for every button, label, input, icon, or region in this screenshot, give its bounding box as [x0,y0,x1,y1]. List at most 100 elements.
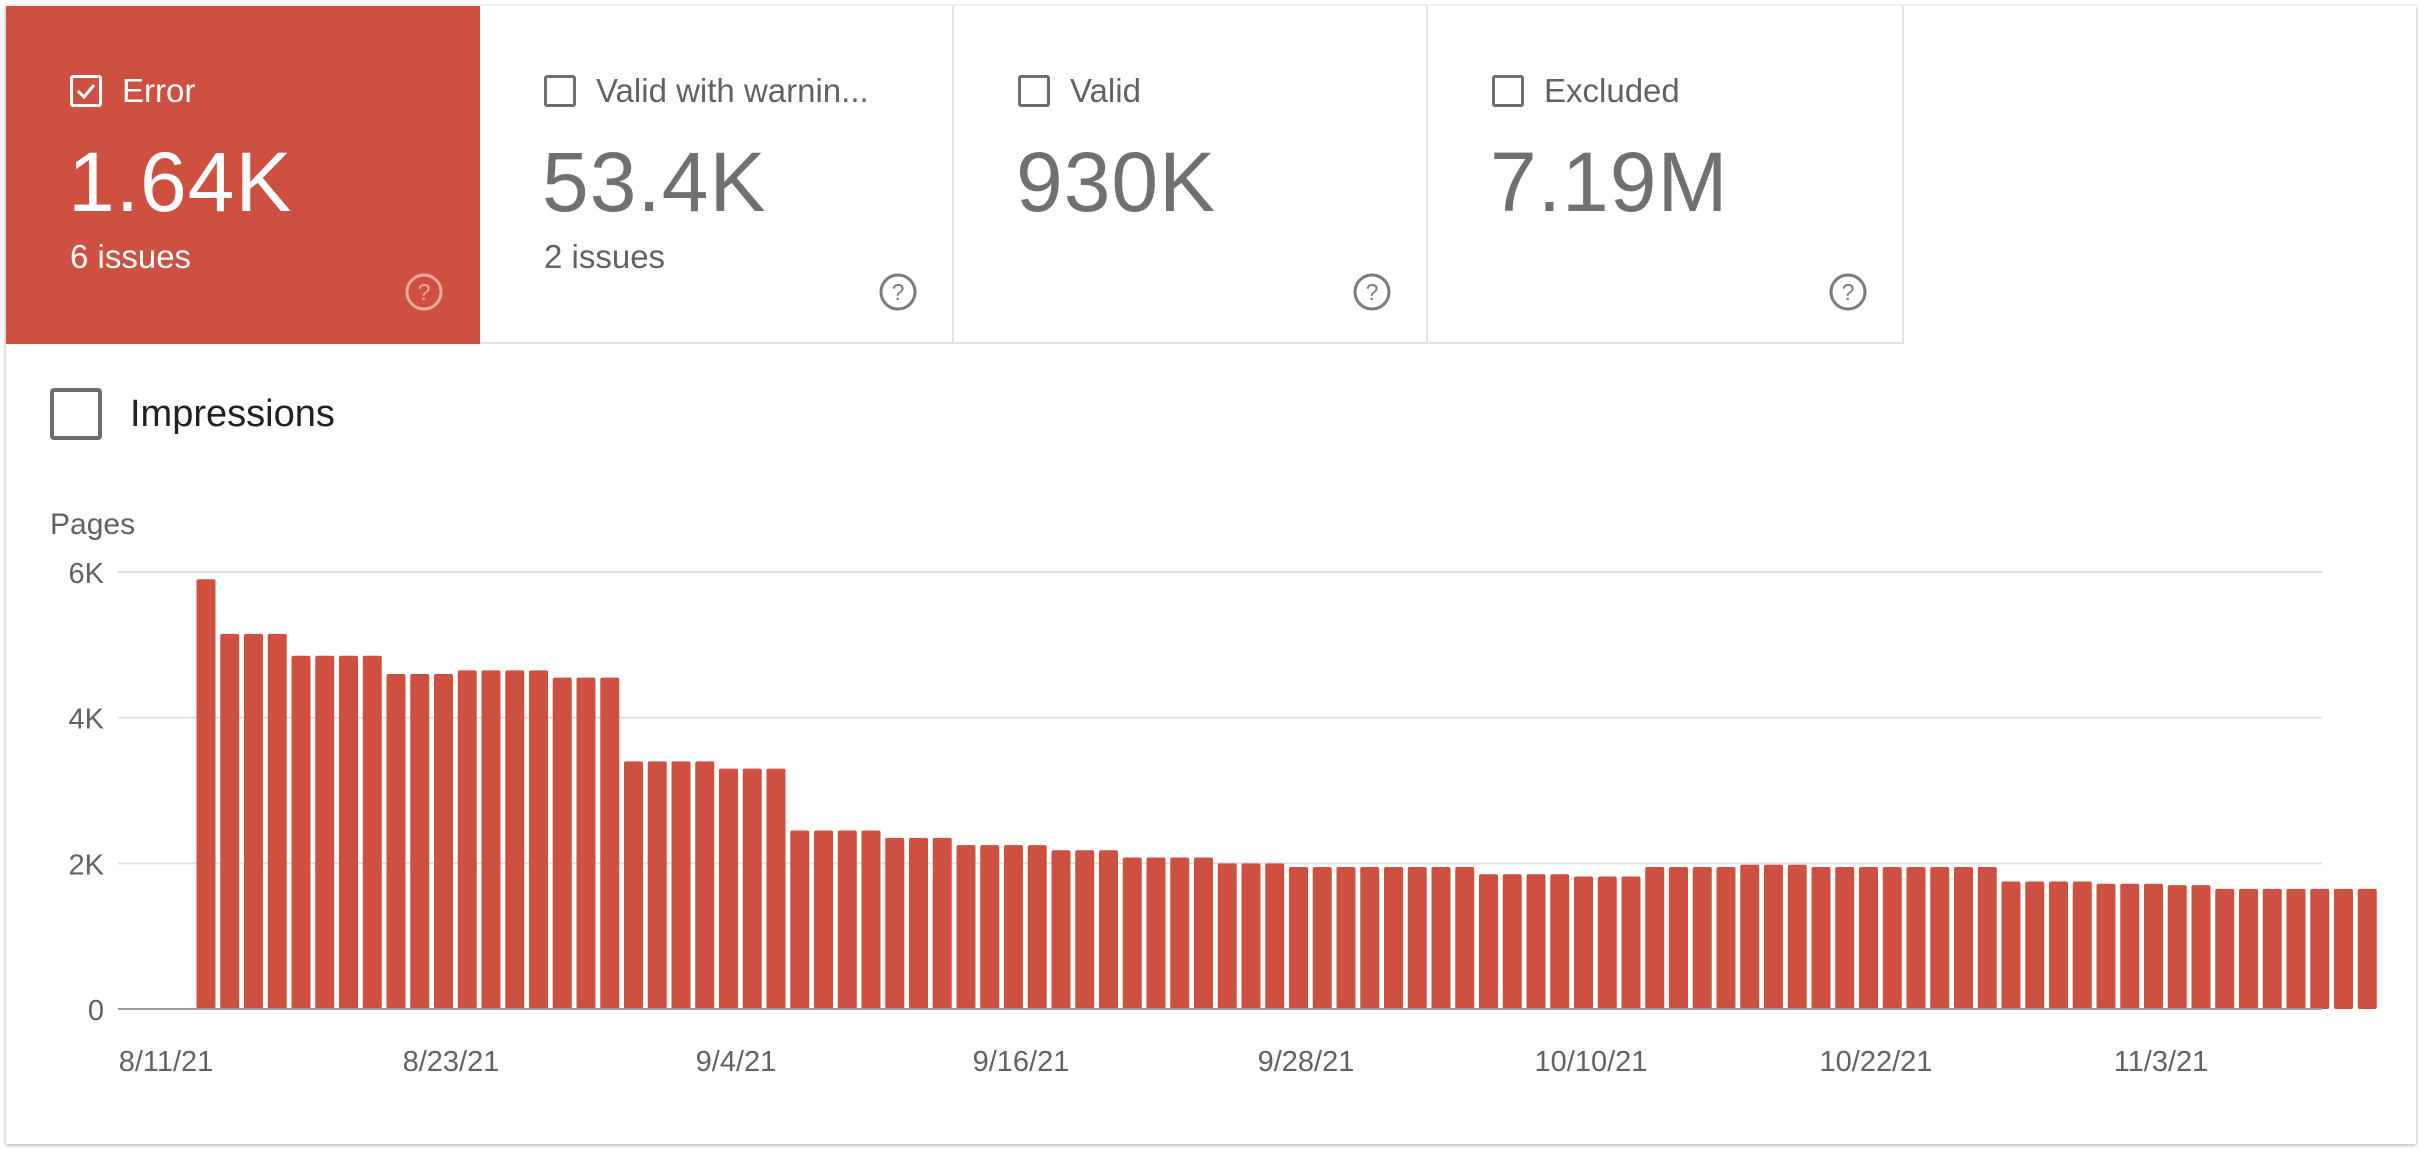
chart-bar[interactable] [932,837,952,1009]
chart-bar[interactable] [1669,866,1688,1009]
valid-with-warnings-card[interactable]: Valid with warnin... 53.4K 2 issues ? [480,6,954,344]
chart-bar[interactable] [1787,864,1807,1009]
chart-bar[interactable] [2072,881,2092,1009]
chart-bar[interactable] [552,677,572,1009]
chart-bar[interactable] [956,845,976,1009]
chart-bar[interactable] [1027,845,1047,1009]
help-icon[interactable]: ? [404,272,444,312]
chart-bar[interactable] [1740,864,1760,1009]
chart-bar[interactable] [434,673,453,1009]
chart-bar[interactable] [1716,866,1736,1009]
chart-bar[interactable] [647,761,667,1009]
chart-bar[interactable] [1194,857,1213,1009]
chart-bar[interactable] [1312,866,1332,1009]
chart-bar[interactable] [2144,883,2163,1009]
checkbox[interactable] [544,75,576,107]
chart-bar[interactable] [1502,874,1522,1009]
chart-bar[interactable] [861,830,881,1009]
chart-bar[interactable] [1597,876,1617,1009]
chart-bar[interactable] [1835,866,1855,1009]
impressions-toggle[interactable]: Impressions [50,388,335,440]
chart-bar[interactable] [1384,866,1403,1009]
chart-bar[interactable] [695,761,715,1009]
chart-bar[interactable] [980,845,1000,1009]
chart-bar[interactable] [600,677,620,1009]
chart-bar[interactable] [1407,866,1427,1009]
help-icon[interactable]: ? [878,272,918,312]
chart-bar[interactable] [1146,857,1166,1009]
chart-bar[interactable] [1122,857,1142,1009]
chart-bar[interactable] [505,670,525,1009]
chart-bar[interactable] [1479,874,1498,1009]
chart-bar[interactable] [1289,866,1308,1009]
chart-bar[interactable] [339,655,358,1009]
chart-bar[interactable] [2239,888,2258,1009]
chart-bar[interactable] [291,655,311,1009]
chart-bar[interactable] [1859,866,1878,1009]
chart-bar[interactable] [315,655,335,1009]
chart-bar[interactable] [2262,888,2282,1009]
checkbox[interactable] [1492,75,1524,107]
chart-bar[interactable] [410,673,430,1009]
chart-bar[interactable] [1645,866,1665,1009]
chart-bar[interactable] [814,830,833,1009]
chart-bar[interactable] [671,761,691,1009]
chart-bar[interactable] [2286,888,2306,1009]
chart-bar[interactable] [267,633,287,1009]
chart-bar[interactable] [1455,866,1475,1009]
chart-bar[interactable] [885,837,905,1009]
chart-bar[interactable] [386,673,406,1009]
chart-bar[interactable] [1906,866,1926,1009]
chart-bar[interactable] [1099,850,1118,1009]
chart-bar[interactable] [529,670,548,1009]
error-card[interactable]: Error 1.64K 6 issues ? [6,6,480,344]
chart-bar[interactable] [457,670,477,1009]
chart-bar[interactable] [2167,885,2187,1009]
chart-bar[interactable] [220,633,240,1009]
chart-bar[interactable] [1004,845,1023,1009]
checkbox[interactable] [1018,75,1050,107]
chart-bar[interactable] [909,837,928,1009]
chart-bar[interactable] [2334,888,2353,1009]
chart-bar[interactable] [244,633,263,1009]
chart-bar[interactable] [1265,863,1285,1009]
chart-bar[interactable] [2049,881,2068,1009]
chart-bar[interactable] [1170,857,1190,1009]
chart-bar[interactable] [1692,866,1712,1009]
chart-bar[interactable] [1051,850,1071,1009]
chart-bar[interactable] [1075,850,1095,1009]
checkbox[interactable] [70,75,102,107]
valid-card[interactable]: Valid 930K ? [954,6,1428,344]
chart-bar[interactable] [2357,888,2377,1009]
chart-bar[interactable] [719,768,738,1009]
chart-bar[interactable] [1764,864,1783,1009]
chart-bar[interactable] [1526,874,1546,1009]
chart-bar[interactable] [576,677,596,1009]
chart-bar[interactable] [481,670,501,1009]
chart-bar[interactable] [1336,866,1356,1009]
chart-bar[interactable] [2191,885,2211,1009]
chart-bar[interactable] [2001,881,2021,1009]
chart-bar[interactable] [1977,866,1997,1009]
chart-bar[interactable] [1360,866,1380,1009]
chart-bar[interactable] [837,830,857,1009]
help-icon[interactable]: ? [1352,272,1392,312]
chart-bar[interactable] [790,830,810,1009]
chart-bar[interactable] [1621,876,1641,1009]
chart-bar[interactable] [2310,888,2330,1009]
impressions-checkbox[interactable] [50,388,102,440]
chart-bar[interactable] [766,768,786,1009]
chart-bar[interactable] [1217,863,1237,1009]
chart-bar[interactable] [1431,866,1451,1009]
chart-bar[interactable] [1954,866,1973,1009]
chart-bar[interactable] [1574,876,1593,1009]
chart-bar[interactable] [1550,874,1570,1009]
chart-bar[interactable] [1882,866,1902,1009]
chart-bar[interactable] [1930,866,1950,1009]
chart-bar[interactable] [1241,863,1261,1009]
chart-bar[interactable] [362,655,382,1009]
chart-bar[interactable] [1811,866,1831,1009]
chart-bar[interactable] [2120,883,2140,1009]
chart-bar[interactable] [2215,888,2235,1009]
chart-bar[interactable] [196,579,216,1009]
